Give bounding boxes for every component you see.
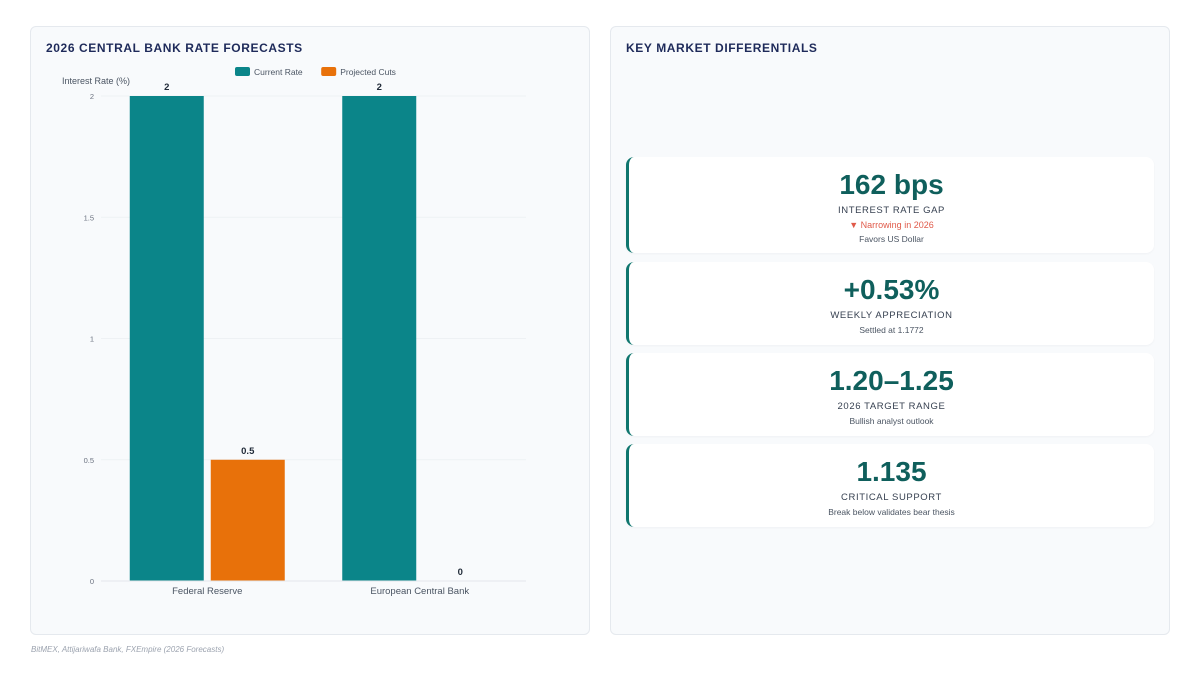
- target-range-card: 1.20–1.25 2026 TARGET RANGE Bullish anal…: [626, 353, 1154, 436]
- legend-swatch: [235, 67, 250, 76]
- critical-support-card: 1.135 CRITICAL SUPPORT Break below valid…: [626, 444, 1154, 527]
- weekly-appreciation-label: WEEKLY APPRECIATION: [830, 310, 953, 321]
- chart-panel-title: 2026 CENTRAL BANK RATE FORECASTS: [46, 41, 303, 55]
- rate-forecast-panel: 2026 CENTRAL BANK RATE FORECASTS Interes…: [30, 26, 590, 635]
- weekly-appreciation-card: +0.53% WEEKLY APPRECIATION Settled at 1.…: [626, 262, 1154, 345]
- legend-label: Current Rate: [254, 67, 303, 77]
- critical-support-note: Break below validates bear thesis: [828, 507, 955, 517]
- bar: [342, 96, 417, 581]
- legend-label: Projected Cuts: [340, 67, 396, 77]
- rate-gap-card: 162 bps INTEREST RATE GAP ▼ Narrowing in…: [626, 157, 1154, 253]
- y-tick-label: 2: [90, 92, 94, 101]
- rate-gap-trend: ▼ Narrowing in 2026: [849, 220, 934, 230]
- y-tick-label: 0: [90, 577, 94, 586]
- rate-gap-note: Favors US Dollar: [859, 234, 924, 244]
- critical-support-label: CRITICAL SUPPORT: [841, 492, 942, 503]
- bar-data-label: 2: [377, 82, 382, 93]
- market-differentials-panel: KEY MARKET DIFFERENTIALS 162 bps INTERES…: [610, 26, 1170, 635]
- source-note: BitMEX, Attijariwafa Bank, FXEmpire (202…: [31, 645, 225, 654]
- legend-swatch: [321, 67, 337, 76]
- weekly-appreciation-note: Settled at 1.1772: [859, 325, 924, 335]
- bar: [210, 459, 285, 581]
- y-axis-label: Interest Rate (%): [62, 76, 130, 86]
- bar: [129, 96, 204, 581]
- rate-gap-label: INTEREST RATE GAP: [838, 205, 945, 216]
- target-range-note: Bullish analyst outlook: [849, 416, 934, 426]
- y-tick-label: 1: [90, 335, 94, 344]
- y-tick-label: 0.5: [84, 456, 94, 465]
- x-tick-label: Federal Reserve: [172, 586, 242, 597]
- bar-data-label: 2: [164, 82, 169, 93]
- critical-support-value: 1.135: [856, 456, 927, 487]
- rate-gap-value: 162 bps: [839, 169, 944, 200]
- target-range-value: 1.20–1.25: [829, 365, 954, 396]
- y-tick-label: 1.5: [84, 213, 94, 222]
- bar-data-label: 0.5: [241, 446, 255, 457]
- weekly-appreciation-value: +0.53%: [843, 274, 940, 305]
- target-range-label: 2026 TARGET RANGE: [837, 401, 946, 412]
- rate-forecast-chart: Interest Rate (%) 0 0.5 1 1.5 2 Current Rate Pr…: [62, 67, 526, 597]
- x-tick-label: European Central Bank: [370, 586, 469, 597]
- bar-data-label: 0: [458, 567, 463, 578]
- differentials-panel-title: KEY MARKET DIFFERENTIALS: [626, 41, 818, 55]
